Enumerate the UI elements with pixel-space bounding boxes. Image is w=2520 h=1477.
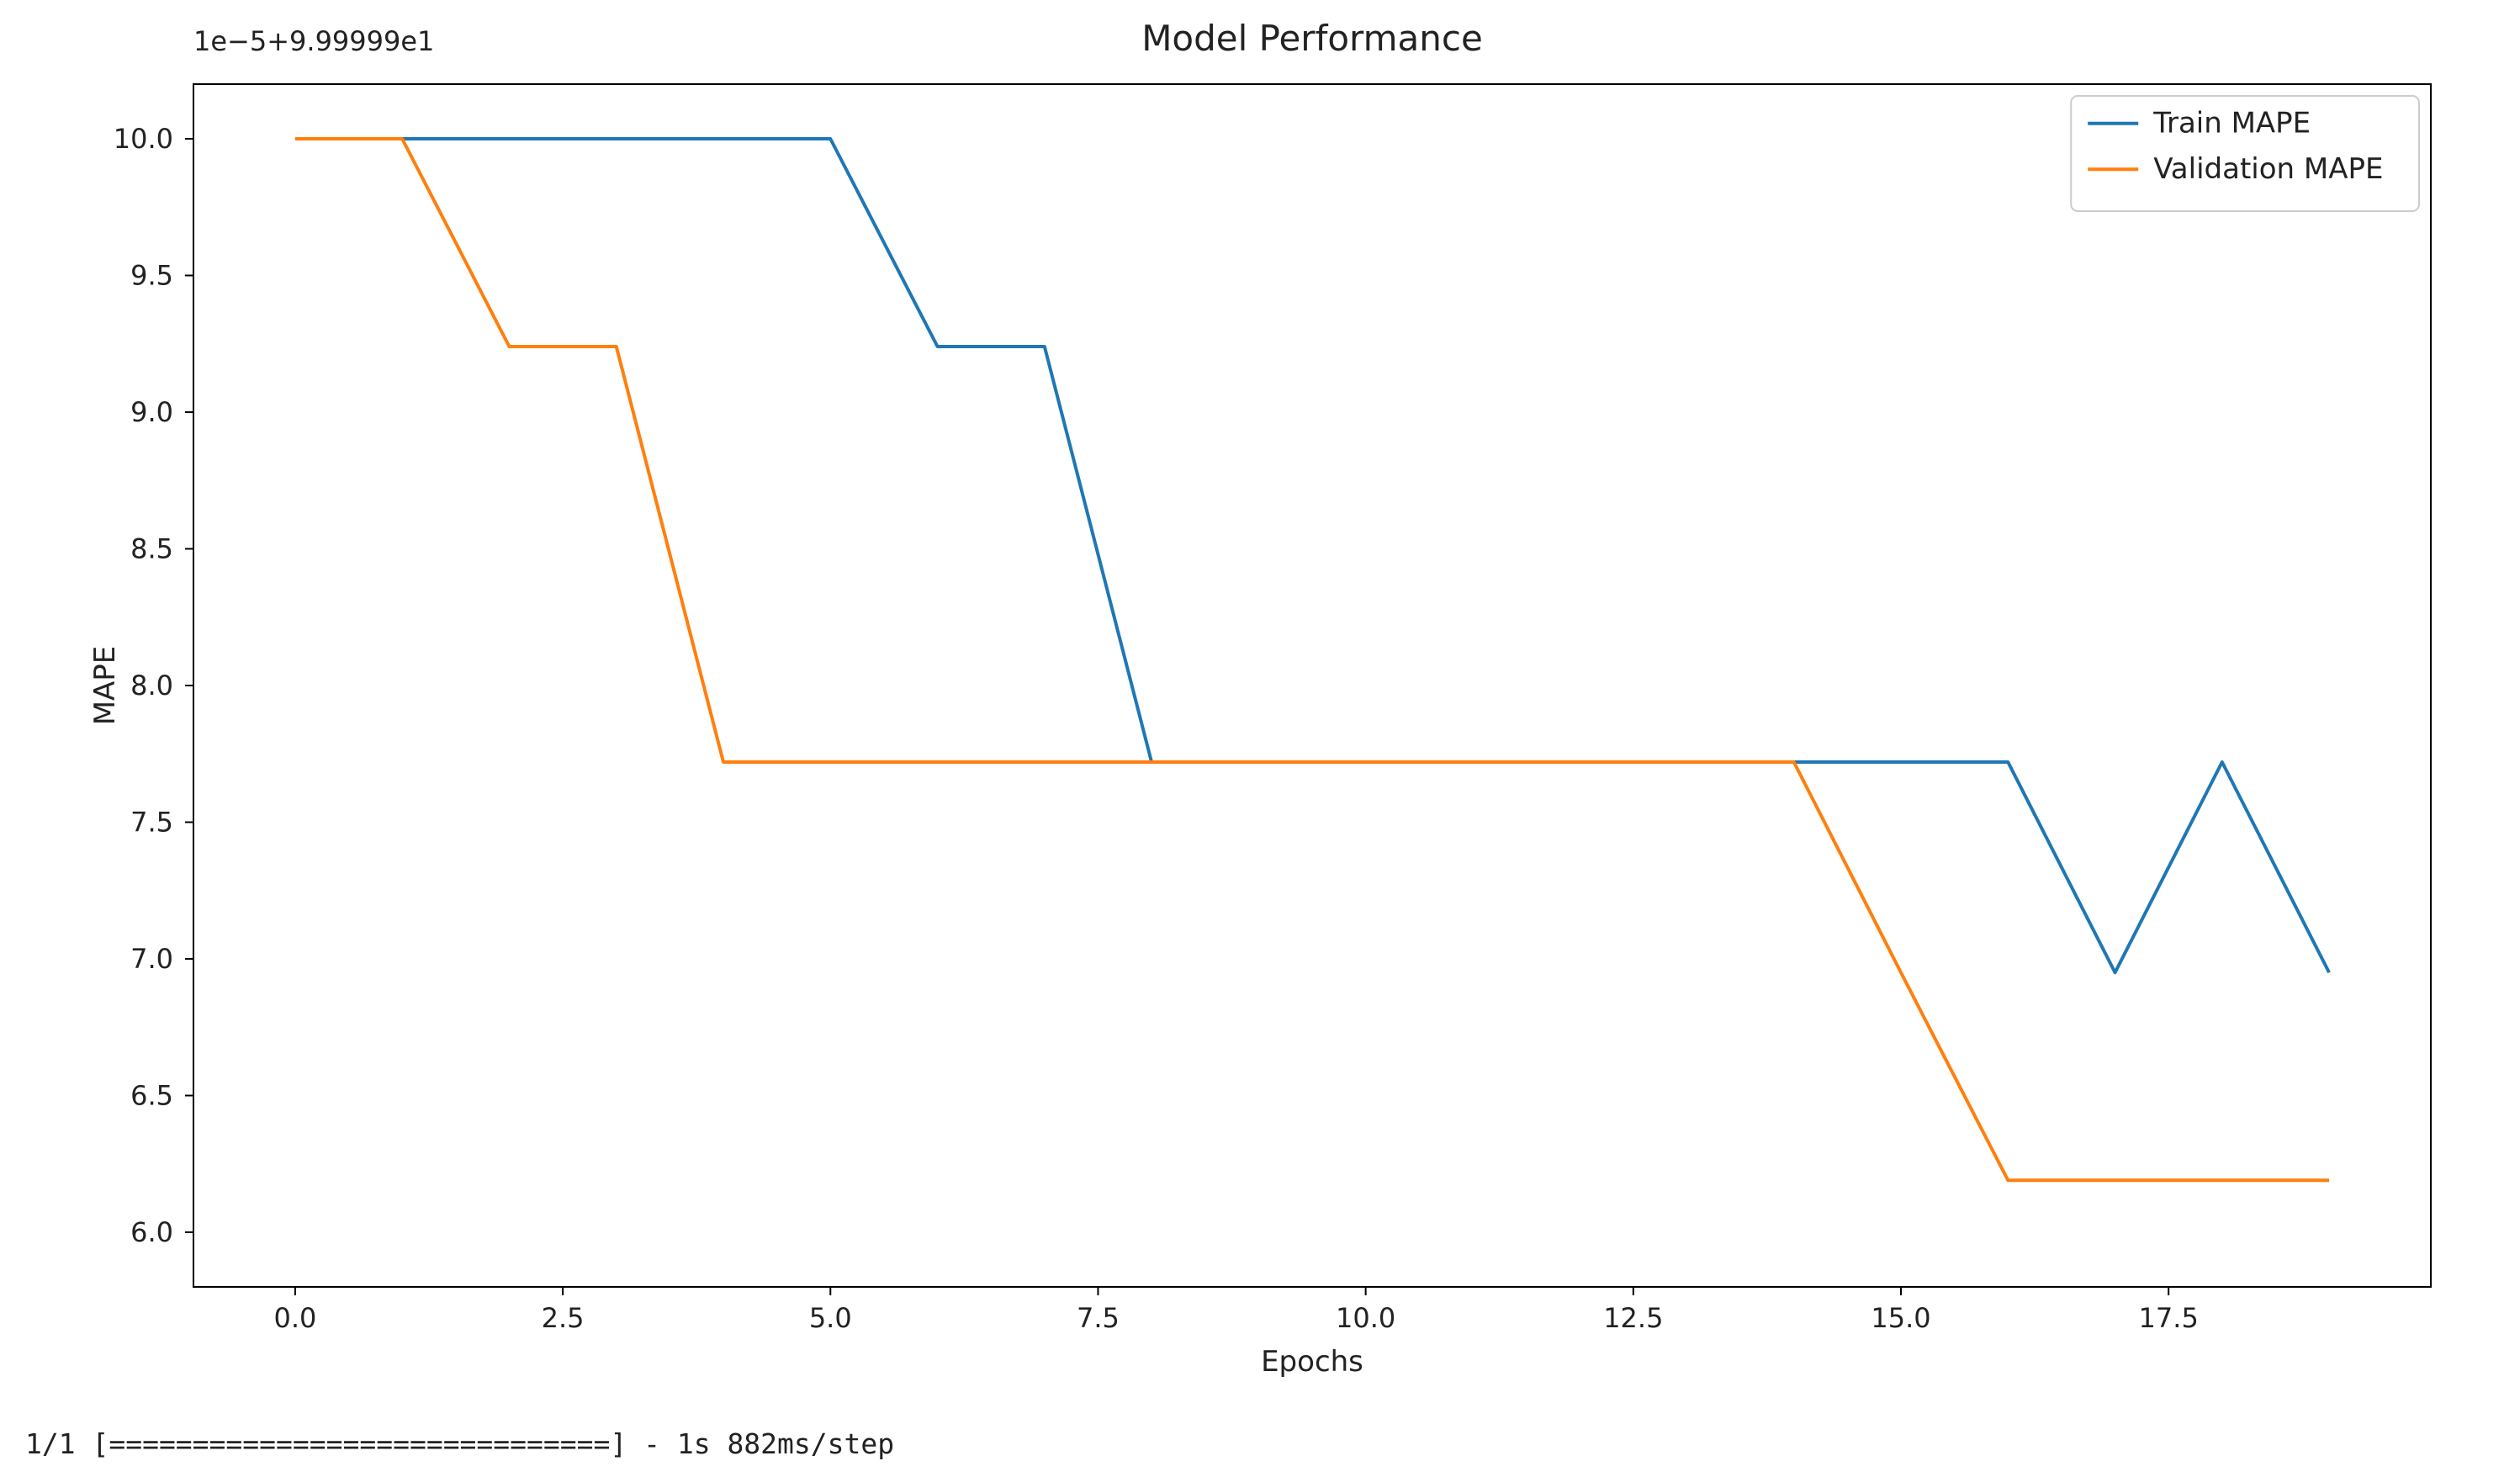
y-offset-text: 1e−5+9.99999e1	[193, 25, 434, 57]
chart-title: Model Performance	[1141, 18, 1483, 59]
svg-text:2.5: 2.5	[542, 1302, 585, 1334]
svg-text:6.0: 6.0	[130, 1216, 173, 1248]
svg-text:10.0: 10.0	[114, 123, 173, 155]
svg-text:12.5: 12.5	[1603, 1302, 1663, 1334]
console-output: 1/1 [==============================] - 1…	[25, 1427, 894, 1460]
svg-text:5.0: 5.0	[809, 1302, 852, 1334]
svg-text:9.5: 9.5	[130, 260, 173, 292]
svg-text:9.0: 9.0	[130, 396, 173, 428]
svg-text:8.0: 8.0	[130, 670, 173, 701]
svg-text:6.5: 6.5	[130, 1080, 173, 1112]
legend-label-0: Train MAPE	[2152, 106, 2311, 140]
svg-text:7.0: 7.0	[130, 943, 173, 975]
svg-text:7.5: 7.5	[1077, 1302, 1120, 1334]
legend-label-1: Validation MAPE	[2153, 152, 2383, 186]
svg-text:7.5: 7.5	[130, 807, 173, 839]
svg-text:0.0: 0.0	[273, 1302, 316, 1334]
svg-text:17.5: 17.5	[2139, 1302, 2199, 1334]
y-axis-label: MAPE	[88, 646, 122, 726]
model-performance-chart: 0.0 2.5 5.0 7.5 10.0 12.5 15.0 17.5 6.0 6.5 7.0 7.5…	[0, 0, 2520, 1477]
x-axis-label: Epochs	[1261, 1345, 1363, 1379]
svg-text:15.0: 15.0	[1871, 1302, 1930, 1334]
svg-text:10.0: 10.0	[1336, 1302, 1395, 1334]
svg-text:8.5: 8.5	[130, 533, 173, 565]
